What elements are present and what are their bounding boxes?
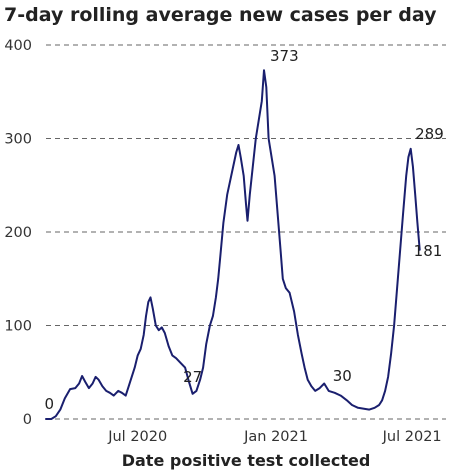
y-tick-label: 200 xyxy=(4,225,32,241)
y-axis-ticks: 0 100 200 300 400 xyxy=(4,38,32,428)
x-axis-label: Date positive test collected xyxy=(122,451,371,470)
y-tick-label: 300 xyxy=(4,132,32,148)
y-tick-label: 400 xyxy=(4,38,32,54)
series-line-0 xyxy=(45,69,421,420)
x-tick-label: Jan 2021 xyxy=(243,429,308,445)
data-label: 373 xyxy=(270,47,299,65)
series-layer xyxy=(45,69,421,420)
data-label: 289 xyxy=(415,125,444,143)
gridlines xyxy=(46,44,446,420)
data-label: 181 xyxy=(414,242,443,260)
y-tick-label: 0 xyxy=(23,412,32,428)
x-tick-label: Jul 2020 xyxy=(107,429,167,445)
y-tick-label: 100 xyxy=(4,319,32,335)
data-label: 27 xyxy=(183,368,202,386)
data-label: 0 xyxy=(44,395,54,413)
x-axis-ticks: Jul 2020 Jan 2021 Jul 2021 xyxy=(107,429,441,445)
data-label: 30 xyxy=(333,367,352,385)
chart-title: 7-day rolling average new cases per day xyxy=(4,4,437,26)
x-tick-label: Jul 2021 xyxy=(382,429,442,445)
annotations: 0 27 30 373 289 181 xyxy=(44,47,443,413)
